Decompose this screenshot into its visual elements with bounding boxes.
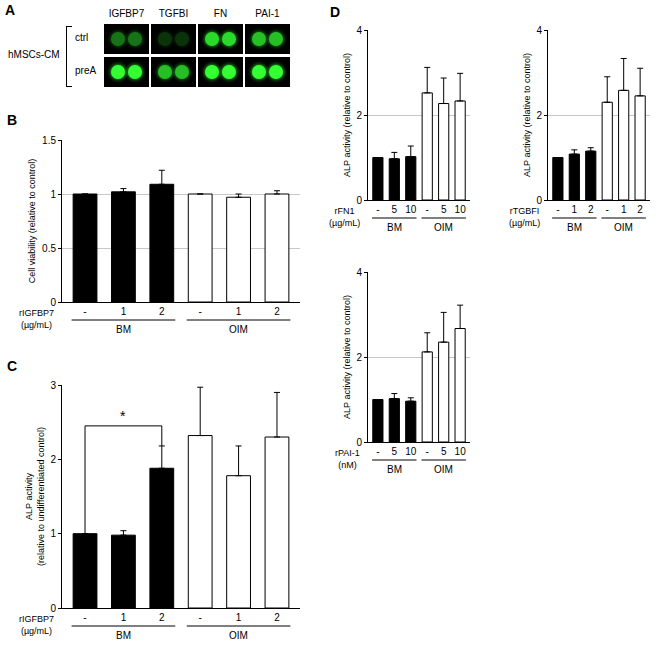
svg-text:0: 0 (50, 297, 56, 308)
svg-text:10: 10 (455, 446, 467, 457)
svg-text:B: B (7, 112, 17, 128)
svg-text:-: - (606, 204, 609, 215)
svg-text:2: 2 (536, 110, 542, 121)
svg-text:5: 5 (441, 204, 447, 215)
svg-text:-: - (83, 306, 86, 317)
svg-text:2: 2 (274, 306, 280, 317)
svg-text:5: 5 (392, 204, 398, 215)
svg-text:10: 10 (405, 446, 417, 457)
svg-text:BM: BM (116, 324, 131, 335)
svg-text:ALP activity (relative to cont: ALP activity (relative to control) (342, 53, 352, 177)
svg-text:10: 10 (405, 204, 417, 215)
svg-text:BM: BM (387, 464, 402, 475)
html-text:FN: FN (213, 8, 228, 19)
svg-text:OIM: OIM (229, 324, 248, 335)
svg-text:2: 2 (356, 110, 362, 121)
svg-text:1: 1 (572, 204, 578, 215)
svg-text:5: 5 (392, 446, 398, 457)
svg-text:0.5: 0.5 (42, 243, 56, 254)
html-text:hMSCs-CM: hMSCs-CM (8, 48, 60, 60)
svg-text:-: - (83, 612, 86, 623)
html-text:TGFBI: TGFBI (158, 8, 189, 19)
svg-text:-: - (199, 306, 202, 317)
svg-text:*: * (120, 408, 126, 424)
svg-text:rFN1(µg/mL): rFN1(µg/mL) (329, 206, 360, 228)
svg-text:C: C (7, 358, 17, 374)
svg-text:2: 2 (637, 204, 643, 215)
svg-text:1: 1 (121, 306, 127, 317)
svg-text:2: 2 (588, 204, 594, 215)
svg-text:1.5: 1.5 (42, 135, 56, 146)
svg-text:1: 1 (50, 189, 56, 200)
svg-text:1: 1 (50, 528, 56, 539)
svg-text:0: 0 (50, 603, 56, 614)
svg-text:BM: BM (567, 222, 582, 233)
svg-text:0: 0 (356, 195, 362, 206)
svg-text:BM: BM (116, 630, 131, 641)
svg-text:-: - (376, 204, 379, 215)
svg-text:-: - (199, 612, 202, 623)
svg-text:ALP activity (relative to cont: ALP activity (relative to control) (342, 295, 352, 419)
svg-text:OIM: OIM (614, 222, 633, 233)
svg-text:2: 2 (159, 306, 165, 317)
svg-text:1: 1 (621, 204, 627, 215)
svg-text:1: 1 (236, 306, 242, 317)
svg-text:1: 1 (236, 612, 242, 623)
svg-text:rTGBFI(µg/mL): rTGBFI(µg/mL) (509, 206, 540, 228)
svg-text:1: 1 (121, 612, 127, 623)
html-text:A: A (5, 2, 16, 18)
svg-text:rIGFBP7(µg/mL): rIGFBP7(µg/mL) (19, 308, 54, 330)
html-text:ctrl: ctrl (75, 32, 89, 43)
svg-text:ALP activity (relative to cont: ALP activity (relative to control) (522, 53, 532, 177)
svg-text:10: 10 (455, 204, 467, 215)
svg-text:2: 2 (159, 612, 165, 623)
svg-text:OIM: OIM (434, 222, 453, 233)
svg-text:OIM: OIM (434, 464, 453, 475)
svg-text:-: - (556, 204, 559, 215)
svg-text:2: 2 (274, 612, 280, 623)
svg-text:ALP activity(relative to undif: ALP activity(relative to undifferentiate… (24, 427, 46, 566)
svg-text:2: 2 (356, 352, 362, 363)
svg-text:-: - (426, 204, 429, 215)
svg-text:rPAI-1(nM): rPAI-1(nM) (335, 448, 360, 470)
svg-text:rIGFBP7(µg/mL): rIGFBP7(µg/mL) (19, 614, 54, 636)
svg-text:BM: BM (387, 222, 402, 233)
html-text:preA: preA (75, 65, 97, 76)
svg-text:5: 5 (441, 446, 447, 457)
svg-text:0: 0 (356, 437, 362, 448)
svg-text:-: - (376, 446, 379, 457)
svg-text:4: 4 (536, 25, 542, 36)
html-text:IGFBP7: IGFBP7 (108, 8, 145, 19)
svg-text:OIM: OIM (229, 630, 248, 641)
svg-text:D: D (330, 4, 340, 20)
html-text:PAI-1: PAI-1 (255, 8, 280, 19)
svg-text:4: 4 (356, 267, 362, 278)
svg-text:0: 0 (536, 195, 542, 206)
svg-text:-: - (426, 446, 429, 457)
svg-text:Cell viability (relative to co: Cell viability (relative to control) (27, 159, 37, 284)
svg-text:3: 3 (50, 380, 56, 391)
svg-text:4: 4 (356, 25, 362, 36)
svg-text:2: 2 (50, 454, 56, 465)
